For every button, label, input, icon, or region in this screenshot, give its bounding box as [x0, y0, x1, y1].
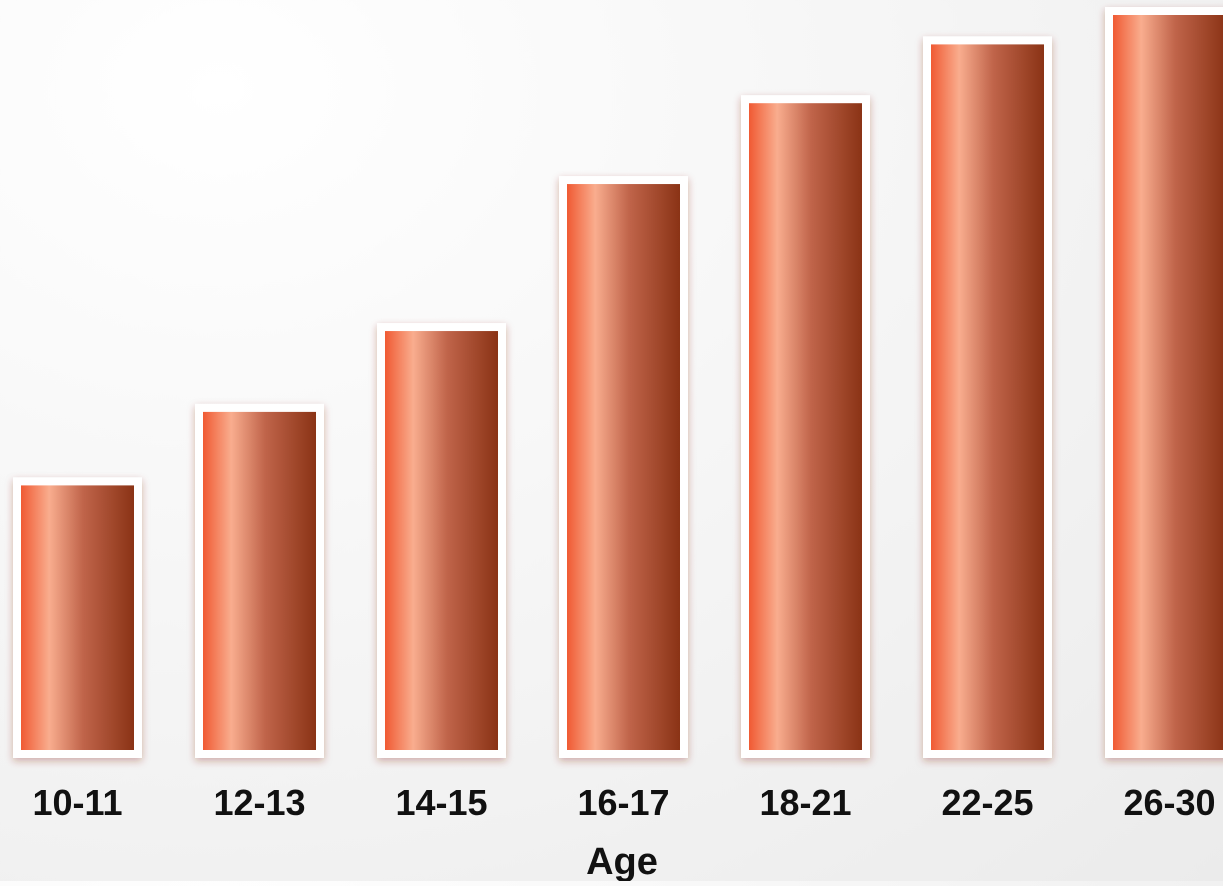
bar-12-13	[203, 411, 316, 750]
bar-18-21	[749, 103, 862, 750]
bar-10-11	[21, 485, 134, 750]
x-axis-title: Age	[586, 841, 658, 881]
x-tick-label-18-21: 18-21	[759, 782, 851, 823]
bars-group	[13, 7, 1223, 759]
x-tick-label-16-17: 16-17	[577, 782, 669, 823]
x-tick-label-26-30: 26-30	[1123, 782, 1215, 823]
x-tick-label-22-25: 22-25	[941, 782, 1033, 823]
bar-22-25	[931, 44, 1044, 750]
x-tick-label-10-11: 10-11	[32, 782, 122, 823]
bar-16-17	[567, 184, 680, 751]
x-tick-labels: 10-11 12-13 14-15 16-17 18-21 22-25 26-30	[32, 782, 1215, 823]
x-tick-label-12-13: 12-13	[213, 782, 305, 823]
bar-14-15	[385, 331, 498, 750]
x-tick-label-14-15: 14-15	[395, 782, 487, 823]
bar-26-30	[1113, 15, 1223, 750]
